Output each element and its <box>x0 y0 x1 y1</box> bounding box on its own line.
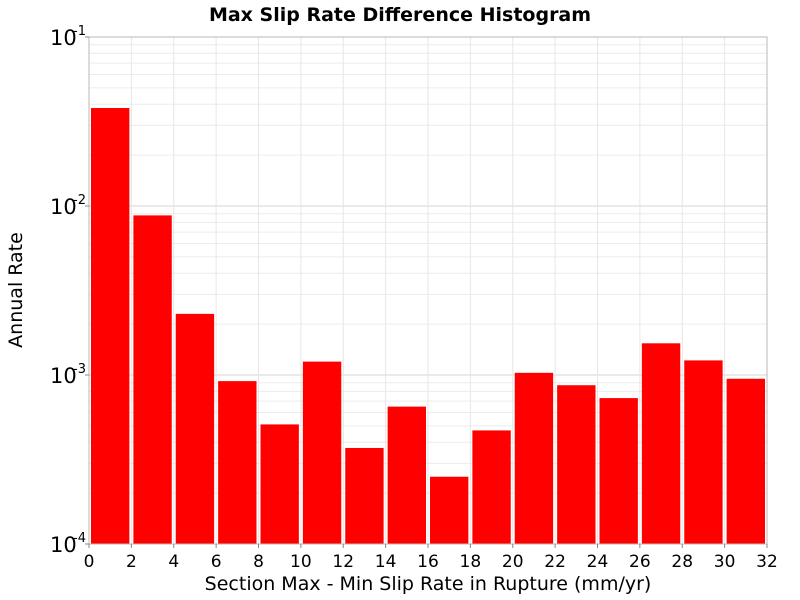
bars <box>91 108 765 544</box>
bar <box>260 424 299 544</box>
x-tick-label: 26 <box>629 552 651 572</box>
x-tick-label: 30 <box>714 552 736 572</box>
y-tick-base: 10 <box>50 364 77 388</box>
x-tick-label: 10 <box>290 552 312 572</box>
y-tick-label: 10-4 <box>50 531 86 557</box>
bar <box>345 447 384 544</box>
x-axis-label: Section Max - Min Slip Rate in Rupture (… <box>205 573 652 595</box>
y-tick-exponent: -1 <box>73 24 86 39</box>
bar <box>218 381 257 544</box>
bar <box>557 385 596 544</box>
bar <box>302 361 342 544</box>
x-tick-label: 4 <box>168 552 179 572</box>
bar <box>387 406 426 544</box>
x-tick-label: 16 <box>417 552 439 572</box>
x-tick-label: 12 <box>332 552 354 572</box>
x-tick-label: 20 <box>502 552 524 572</box>
y-axis-label: Annual Rate <box>5 232 27 348</box>
x-tick-label: 0 <box>84 552 95 572</box>
y-tick-exponent: -2 <box>73 193 86 208</box>
y-tick-exponent: -3 <box>73 362 86 377</box>
bar <box>641 343 681 544</box>
bar <box>430 476 469 544</box>
bar <box>599 398 638 544</box>
y-tick-base: 10 <box>50 533 77 557</box>
bar <box>472 430 511 544</box>
x-tick-label: 6 <box>211 552 222 572</box>
x-tick-label: 2 <box>126 552 137 572</box>
bar <box>175 313 215 544</box>
bar <box>91 108 130 544</box>
y-tick-exponent: -4 <box>73 531 86 546</box>
bar <box>133 215 172 544</box>
bar <box>684 360 723 544</box>
x-tick-label: 18 <box>460 552 482 572</box>
x-tick-label: 8 <box>253 552 264 572</box>
y-tick-base: 10 <box>50 26 77 50</box>
x-tick-label: 22 <box>544 552 566 572</box>
y-axis-ticks: 10-110-210-310-4 <box>50 24 89 557</box>
x-tick-label: 14 <box>375 552 397 572</box>
bar <box>514 372 554 544</box>
x-axis-ticks: 0 2 4 6 8 10 12 14 16 18 20 22 24 26 28 30 32 <box>84 544 778 572</box>
x-tick-label: 32 <box>756 552 778 572</box>
x-tick-label: 24 <box>587 552 609 572</box>
y-tick-label: 10-3 <box>50 362 86 388</box>
bar <box>726 378 765 544</box>
y-tick-base: 10 <box>50 195 77 219</box>
y-tick-label: 10-1 <box>50 24 86 50</box>
chart-title: Max Slip Rate Difference Histogram <box>209 4 591 26</box>
y-tick-label: 10-2 <box>50 193 86 219</box>
x-tick-label: 28 <box>671 552 693 572</box>
